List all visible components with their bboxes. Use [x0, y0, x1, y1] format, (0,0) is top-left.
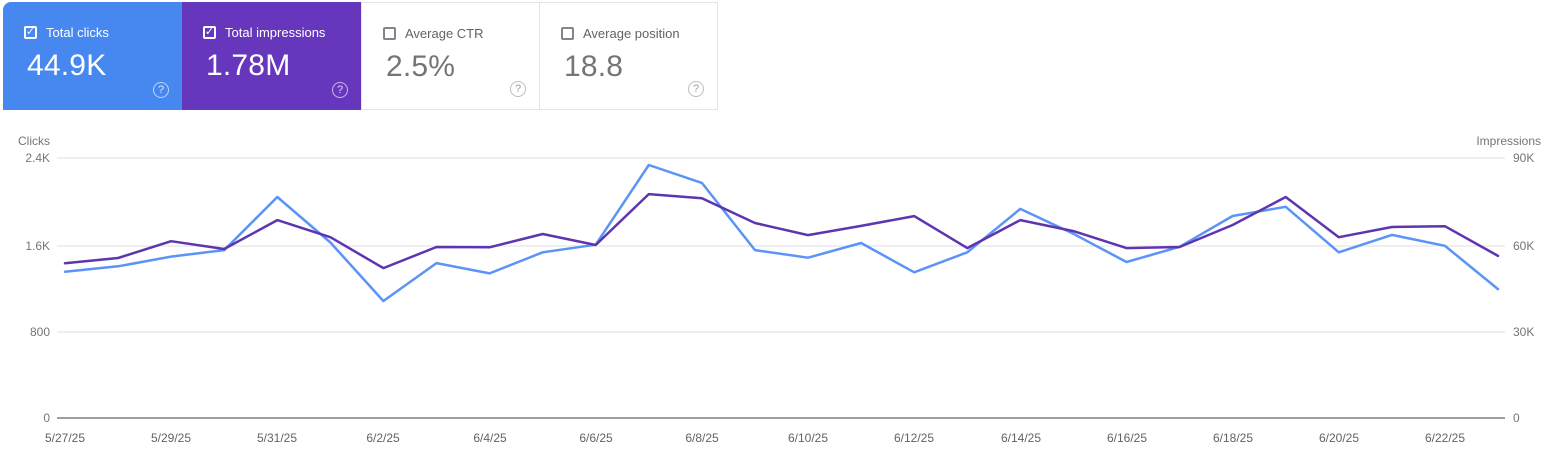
card-label-row: ✓ Total clicks — [24, 25, 109, 40]
left-axis-title: Clicks — [18, 134, 50, 148]
y-axis-tick: 0 — [1513, 411, 1520, 425]
x-axis-tick: 5/27/25 — [44, 431, 86, 445]
card-label: Average CTR — [405, 26, 484, 41]
help-icon[interactable]: ? — [332, 82, 348, 98]
y-axis-tick: 800 — [29, 325, 50, 339]
x-axis-tick: 5/29/25 — [150, 431, 192, 445]
checkbox-unchecked-icon[interactable] — [383, 27, 396, 40]
x-axis-tick: 6/2/25 — [366, 431, 400, 445]
checkbox-checked-icon[interactable]: ✓ — [24, 26, 37, 39]
help-icon[interactable]: ? — [688, 81, 704, 97]
card-value: 1.78M — [206, 49, 291, 82]
card-label: Total impressions — [225, 25, 326, 40]
x-axis-tick: 5/31/25 — [256, 431, 298, 445]
right-axis-title: Impressions — [1476, 134, 1541, 148]
x-axis-tick: 6/14/25 — [1000, 431, 1042, 445]
card-value: 44.9K — [27, 49, 107, 82]
x-axis-tick: 6/20/25 — [1318, 431, 1360, 445]
checkbox-checked-icon[interactable]: ✓ — [203, 26, 216, 39]
card-value: 18.8 — [564, 50, 624, 83]
checkbox-unchecked-icon[interactable] — [561, 27, 574, 40]
card-label-row: ✓ Total impressions — [203, 25, 325, 40]
y-axis-tick: 1.6K — [25, 239, 50, 253]
card-label-row: Average position — [561, 26, 680, 41]
card-label-row: Average CTR — [383, 26, 484, 41]
x-axis-tick: 6/12/25 — [893, 431, 935, 445]
help-icon[interactable]: ? — [510, 81, 526, 97]
x-axis-tick: 6/4/25 — [473, 431, 507, 445]
card-label: Total clicks — [46, 25, 109, 40]
card-label: Average position — [583, 26, 680, 41]
x-axis-tick: 6/8/25 — [685, 431, 719, 445]
metric-card-average-position[interactable]: Average position 18.8 ? — [539, 2, 718, 110]
card-value: 2.5% — [386, 50, 456, 83]
metric-card-average-ctr[interactable]: Average CTR 2.5% ? — [361, 2, 540, 110]
help-icon[interactable]: ? — [153, 82, 169, 98]
x-axis-tick: 6/16/25 — [1106, 431, 1148, 445]
chart-plot-area[interactable] — [57, 150, 1505, 418]
x-axis-tick: 6/18/25 — [1212, 431, 1254, 445]
y-axis-tick: 2.4K — [25, 151, 50, 165]
x-axis-tick: 6/22/25 — [1424, 431, 1466, 445]
y-axis-tick: 0 — [43, 411, 50, 425]
y-axis-tick: 90K — [1513, 151, 1535, 165]
x-axis-tick: 6/10/25 — [787, 431, 829, 445]
y-axis-tick: 60K — [1513, 239, 1535, 253]
metric-card-total-impressions[interactable]: ✓ Total impressions 1.78M ? — [182, 2, 361, 110]
x-axis-tick: 6/6/25 — [579, 431, 613, 445]
y-axis-tick: 30K — [1513, 325, 1535, 339]
metric-card-total-clicks[interactable]: ✓ Total clicks 44.9K ? — [3, 2, 182, 110]
